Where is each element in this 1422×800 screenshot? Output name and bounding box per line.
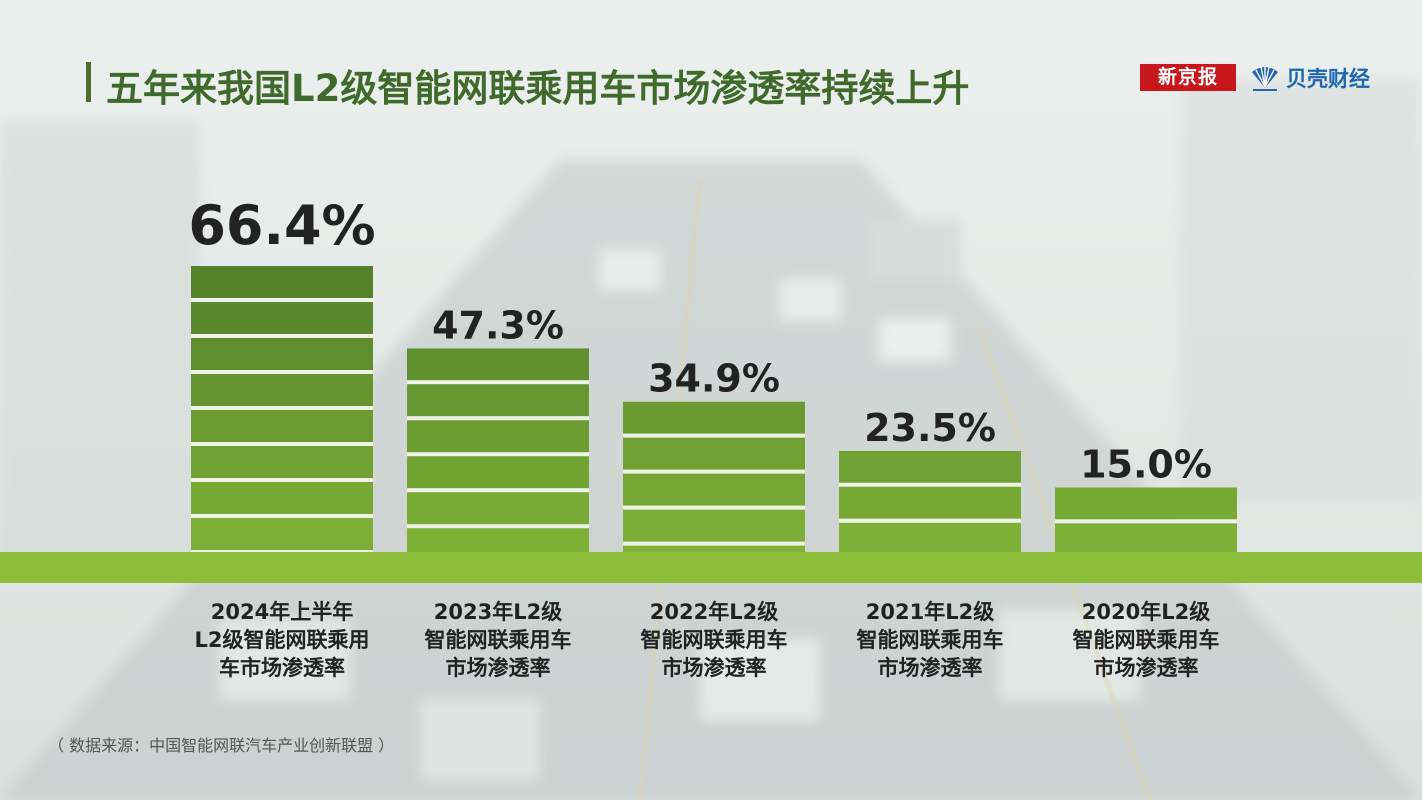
bar-3 bbox=[839, 450, 1021, 556]
title-accent-bar bbox=[86, 62, 91, 102]
chart-baseline bbox=[0, 552, 1422, 583]
value-label-3: 23.5% bbox=[864, 406, 996, 450]
bar-1 bbox=[407, 348, 589, 556]
value-label-2: 34.9% bbox=[648, 357, 780, 401]
logo-xinjingbao: 新京报 bbox=[1140, 64, 1236, 91]
bar-2 bbox=[623, 401, 805, 556]
category-label-0: 2024年上半年 L2级智能网联乘用 车市场渗透率 bbox=[194, 600, 370, 680]
logo-beike-caijing: 贝壳财经 bbox=[1286, 67, 1370, 91]
value-label-0: 66.4% bbox=[188, 194, 375, 257]
bar-4 bbox=[1055, 487, 1237, 556]
category-label-2: 2022年L2级 智能网联乘用车 市场渗透率 bbox=[640, 600, 788, 680]
category-label-4: 2020年L2级 智能网联乘用车 市场渗透率 bbox=[1072, 600, 1220, 680]
data-source-note: （ 数据来源：中国智能网联汽车产业创新联盟 ） bbox=[48, 736, 395, 755]
value-label-4: 15.0% bbox=[1080, 442, 1212, 486]
bar-0 bbox=[191, 266, 373, 554]
value-label-1: 47.3% bbox=[432, 303, 564, 347]
shell-logo-icon bbox=[1252, 66, 1278, 91]
category-label-1: 2023年L2级 智能网联乘用车 市场渗透率 bbox=[424, 600, 572, 680]
category-label-3: 2021年L2级 智能网联乘用车 市场渗透率 bbox=[856, 600, 1004, 680]
page-title: 五年来我国L2级智能网联乘用车市场渗透率持续上升 bbox=[106, 67, 970, 110]
